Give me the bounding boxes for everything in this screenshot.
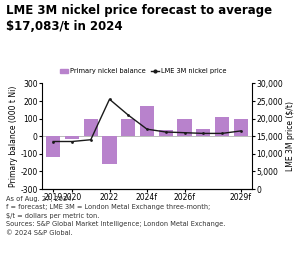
Bar bbox=[65, 136, 79, 139]
Bar bbox=[159, 130, 173, 136]
Bar bbox=[84, 119, 98, 136]
Bar bbox=[103, 136, 116, 164]
Bar bbox=[140, 106, 154, 136]
Y-axis label: Primary balance (000 t Ni): Primary balance (000 t Ni) bbox=[9, 86, 18, 187]
Bar bbox=[46, 136, 60, 157]
Bar bbox=[178, 120, 191, 136]
Bar bbox=[121, 119, 135, 136]
Bar bbox=[215, 117, 229, 136]
Bar bbox=[234, 120, 248, 136]
Y-axis label: LME 3M price ($/t): LME 3M price ($/t) bbox=[286, 101, 295, 171]
Bar bbox=[196, 129, 210, 136]
Legend: Primary nickel balance, LME 3M nickel price: Primary nickel balance, LME 3M nickel pr… bbox=[57, 66, 229, 77]
Text: LME 3M nickel price forecast to average
$17,083/t in 2024: LME 3M nickel price forecast to average … bbox=[6, 4, 272, 33]
Text: As of Aug. 27, 2024.
f = forecast; LME 3M = London Metal Exchange three-month;
$: As of Aug. 27, 2024. f = forecast; LME 3… bbox=[6, 196, 225, 236]
